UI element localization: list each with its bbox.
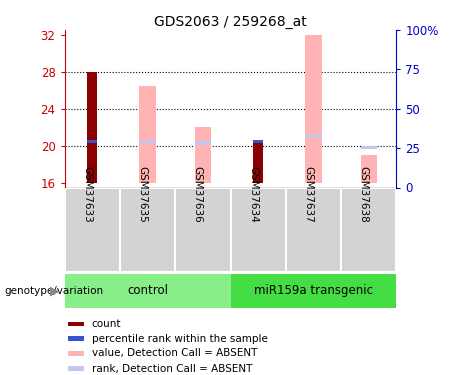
Bar	[175, 188, 230, 272]
Bar	[230, 274, 396, 308]
Text: genotype/variation: genotype/variation	[5, 286, 104, 296]
Bar	[361, 146, 377, 149]
Bar	[139, 140, 156, 143]
Text: percentile rank within the sample: percentile rank within the sample	[92, 334, 268, 344]
Text: count: count	[92, 319, 121, 329]
Bar	[305, 34, 322, 183]
Bar	[68, 336, 84, 341]
Text: GSM37636: GSM37636	[193, 166, 203, 223]
Bar	[253, 143, 263, 183]
Bar	[341, 188, 396, 272]
Title: GDS2063 / 259268_at: GDS2063 / 259268_at	[154, 15, 307, 29]
Text: GSM37638: GSM37638	[359, 166, 369, 223]
Bar	[68, 366, 84, 371]
Bar	[87, 72, 97, 183]
Text: GSM37634: GSM37634	[248, 166, 258, 223]
Bar	[68, 351, 84, 355]
Bar	[253, 140, 263, 143]
Text: GSM37635: GSM37635	[137, 166, 148, 223]
Bar	[230, 188, 286, 272]
Bar	[361, 155, 377, 183]
Bar	[87, 140, 97, 143]
Text: GSM37637: GSM37637	[303, 166, 313, 223]
Text: ▶: ▶	[50, 284, 60, 297]
Text: GSM37633: GSM37633	[82, 166, 92, 223]
Text: miR159a transgenic: miR159a transgenic	[254, 284, 373, 297]
Bar	[139, 86, 156, 183]
Bar	[65, 188, 120, 272]
Text: value, Detection Call = ABSENT: value, Detection Call = ABSENT	[92, 348, 257, 358]
Bar	[65, 274, 230, 308]
Bar	[120, 188, 175, 272]
Bar	[68, 322, 84, 326]
Bar	[195, 141, 211, 145]
Text: control: control	[127, 284, 168, 297]
Bar	[305, 135, 322, 138]
Bar	[286, 188, 341, 272]
Text: rank, Detection Call = ABSENT: rank, Detection Call = ABSENT	[92, 364, 252, 374]
Bar	[195, 127, 211, 183]
